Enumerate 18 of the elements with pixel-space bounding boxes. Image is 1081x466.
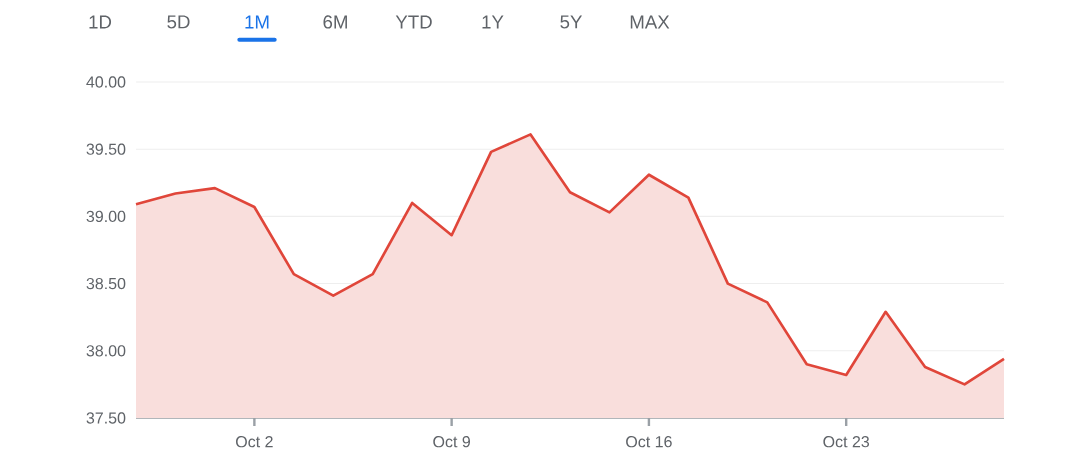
x-tick-label: Oct 16 <box>626 436 672 448</box>
x-tick-label: Oct 23 <box>823 436 870 448</box>
text: MAX <box>630 15 670 29</box>
x-tick-label: Oct 9 <box>433 436 470 448</box>
x-tick-label: Oct 2 <box>236 436 273 448</box>
y-tick-label: 38.00 <box>86 345 126 357</box>
y-tick-label: 39.00 <box>86 210 126 223</box>
text: 1M <box>245 15 269 29</box>
text: 6M <box>323 15 347 29</box>
text: YTD <box>395 15 432 29</box>
text: 1D <box>89 15 112 29</box>
text: 1Y <box>482 15 504 29</box>
y-tick-label: 37.50 <box>86 412 126 424</box>
text: 5Y <box>560 15 583 29</box>
text: 5D <box>167 15 190 29</box>
y-tick-label: 38.50 <box>86 277 126 290</box>
y-tick-label: 40.00 <box>86 76 126 88</box>
y-tick-label: 39.50 <box>86 143 126 155</box>
